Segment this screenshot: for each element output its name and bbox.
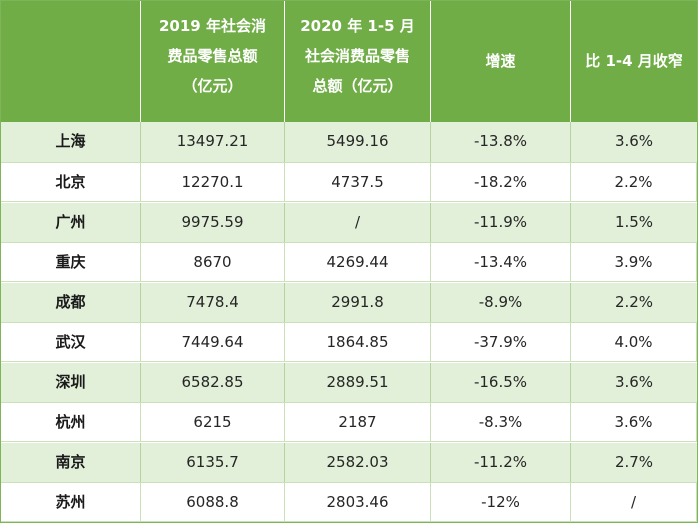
total-2020-cell: / xyxy=(285,203,431,242)
total-2019-cell: 6135.7 xyxy=(141,443,285,482)
table-row: 成都 7478.4 2991.8 -8.9% 2.2% xyxy=(1,282,697,322)
table-row: 武汉 7449.64 1864.85 -37.9% 4.0% xyxy=(1,322,697,362)
table-row: 北京 12270.1 4737.5 -18.2% 2.2% xyxy=(1,162,697,202)
growth-cell: -8.9% xyxy=(431,283,571,322)
growth-cell: -12% xyxy=(431,483,571,521)
growth-cell: -11.2% xyxy=(431,443,571,482)
total-2020-cell: 2991.8 xyxy=(285,283,431,322)
growth-cell: -11.9% xyxy=(431,203,571,242)
total-2019-cell: 6582.85 xyxy=(141,363,285,402)
city-cell: 杭州 xyxy=(1,403,141,441)
narrow-cell: / xyxy=(571,483,697,521)
city-cell: 广州 xyxy=(1,203,141,242)
growth-cell: -16.5% xyxy=(431,363,571,402)
total-2020-cell: 1864.85 xyxy=(285,323,431,361)
header-narrow: 比 1-4 月收窄 xyxy=(585,52,683,70)
total-2020-cell: 4737.5 xyxy=(285,163,431,201)
growth-cell: -8.3% xyxy=(431,403,571,441)
header-city xyxy=(1,1,141,122)
city-cell: 重庆 xyxy=(1,243,141,281)
growth-cell: -13.4% xyxy=(431,243,571,281)
table-row: 南京 6135.7 2582.03 -11.2% 2.7% xyxy=(1,442,697,482)
narrow-cell: 3.6% xyxy=(614,132,654,150)
total-2019-cell: 6088.8 xyxy=(141,483,285,521)
narrow-cell: 3.6% xyxy=(614,373,654,391)
header-total-2020: 2020 年 1-5 月 社会消费品零售 总额（亿元） xyxy=(285,1,431,122)
table-row: 广州 9975.59 / -11.9% 1.5% xyxy=(1,202,697,242)
narrow-cell: 4.0% xyxy=(571,323,697,361)
total-2020-cell: 5499.16 xyxy=(285,122,431,162)
growth-cell: -37.9% xyxy=(431,323,571,361)
narrow-cell: 2.2% xyxy=(614,293,654,311)
city-cell: 武汉 xyxy=(1,323,141,361)
total-2019-cell: 8670 xyxy=(141,243,285,281)
table-row: 深圳 6582.85 2889.51 -16.5% 3.6% xyxy=(1,362,697,402)
city-cell: 苏州 xyxy=(1,483,141,521)
narrow-cell: 2.7% xyxy=(614,453,654,471)
table-row: 重庆 8670 4269.44 -13.4% 3.9% xyxy=(1,242,697,282)
total-2019-cell: 12270.1 xyxy=(141,163,285,201)
table-row: 上海 13497.21 5499.16 -13.8% 3.6% xyxy=(1,122,697,162)
growth-cell: -18.2% xyxy=(431,163,571,201)
header-growth: 增速 xyxy=(431,1,571,122)
total-2020-cell: 2889.51 xyxy=(285,363,431,402)
total-2019-cell: 13497.21 xyxy=(141,122,285,162)
city-cell: 成都 xyxy=(1,283,141,322)
narrow-cell: 3.9% xyxy=(571,243,697,281)
total-2019-cell: 6215 xyxy=(141,403,285,441)
table-row: 苏州 6088.8 2803.46 -12% / xyxy=(1,482,697,522)
total-2020-cell: 4269.44 xyxy=(285,243,431,281)
city-cell: 北京 xyxy=(1,163,141,201)
city-cell: 深圳 xyxy=(1,363,141,402)
total-2019-cell: 9975.59 xyxy=(141,203,285,242)
table-header: 2019 年社会消 费品零售总额 （亿元） 2020 年 1-5 月 社会消费品… xyxy=(1,1,697,122)
city-cell: 上海 xyxy=(1,122,141,162)
total-2020-cell: 2187 xyxy=(285,403,431,441)
narrow-cell: 1.5% xyxy=(614,213,654,231)
table-row: 杭州 6215 2187 -8.3% 3.6% xyxy=(1,402,697,442)
narrow-cell: 3.6% xyxy=(571,403,697,441)
table-body: 上海 13497.21 5499.16 -13.8% 3.6% 北京 12270… xyxy=(1,122,697,522)
growth-cell: -13.8% xyxy=(431,122,571,162)
total-2019-cell: 7478.4 xyxy=(141,283,285,322)
city-cell: 南京 xyxy=(1,443,141,482)
total-2020-cell: 2803.46 xyxy=(285,483,431,521)
header-total-2019: 2019 年社会消 费品零售总额 （亿元） xyxy=(141,1,285,122)
narrow-cell: 2.2% xyxy=(571,163,697,201)
total-2019-cell: 7449.64 xyxy=(141,323,285,361)
total-2020-cell: 2582.03 xyxy=(285,443,431,482)
